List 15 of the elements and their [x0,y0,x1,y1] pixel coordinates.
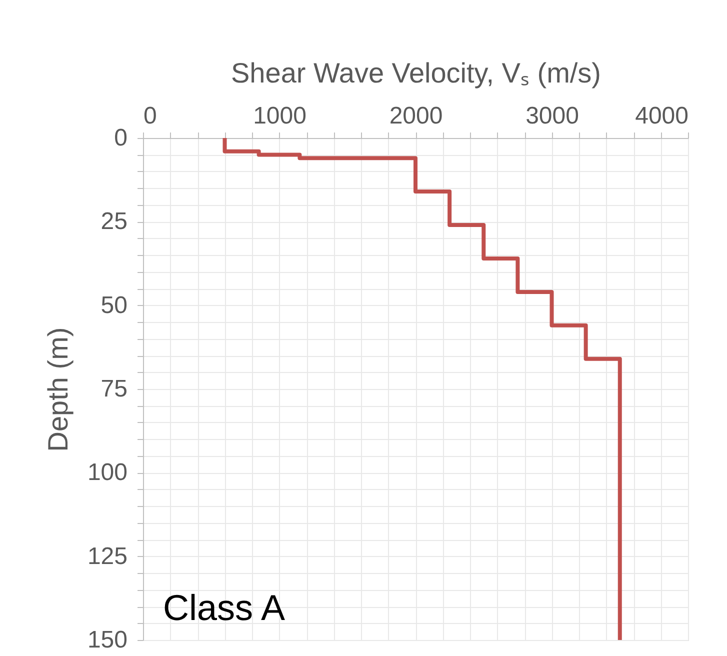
y-tick-label: 150 [87,626,128,654]
x-tick-label: 2000 [389,102,443,130]
y-tick-label: 75 [100,376,128,402]
x-tick-label: 3000 [526,102,579,130]
y-tick-label: 25 [100,208,128,236]
y-tick-label: 100 [87,459,128,486]
x-tick-label: 1000 [253,102,306,130]
y-axis-title: Depth (m) [42,327,74,452]
annotation: Class A [163,587,286,628]
x-tick-label: 0 [144,102,157,130]
y-tick-label: 125 [87,542,128,570]
y-tick-label: 0 [114,124,128,152]
y-tick-label: 50 [100,292,128,319]
x-axis-title: Shear Wave Velocity, Vₛ (m/s) [231,58,601,88]
x-tick-label: 4000 [635,102,688,130]
